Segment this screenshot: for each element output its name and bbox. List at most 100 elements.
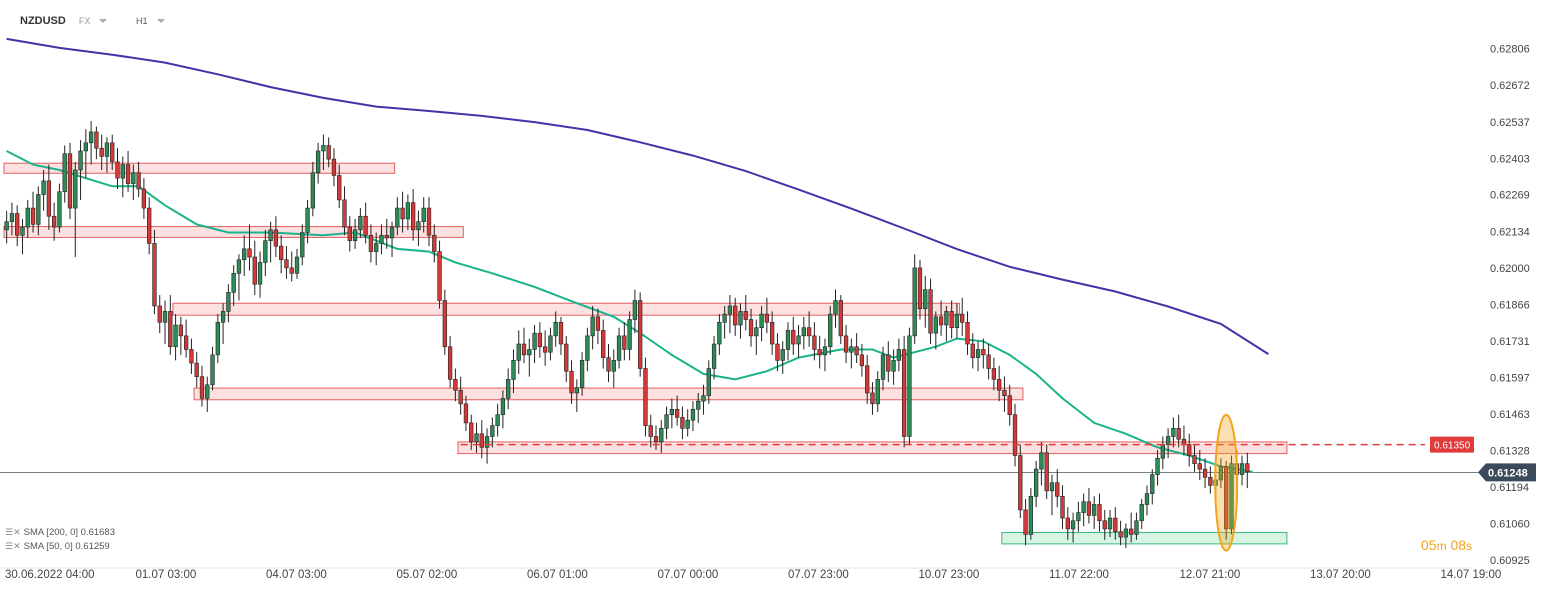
candle (638, 292, 643, 377)
candle (933, 311, 938, 350)
candle-body (411, 202, 416, 231)
candle-body (1197, 463, 1202, 470)
candle (511, 349, 516, 393)
candle-body (189, 349, 194, 364)
candle-body (405, 202, 411, 220)
candle (828, 305, 833, 355)
candle (727, 295, 733, 334)
candle (516, 330, 521, 374)
candle-body (231, 273, 236, 293)
candle-body (141, 188, 147, 209)
candle-body (690, 408, 696, 421)
candle-body (975, 349, 981, 358)
candle-body (585, 335, 590, 361)
y-tick-label: 0.62537 (1490, 117, 1530, 129)
candle (521, 327, 527, 364)
candle (173, 314, 178, 361)
candle-body (1081, 501, 1086, 513)
candle (622, 322, 627, 361)
candle-body (717, 321, 722, 345)
candle (822, 338, 828, 372)
candle-body (680, 417, 685, 429)
candle (94, 126, 99, 160)
candle (474, 422, 479, 453)
x-tick-label: 13.07 20:00 (1310, 569, 1371, 581)
candle (1171, 417, 1176, 448)
candle (426, 197, 432, 247)
candle-body (1165, 436, 1171, 445)
candle (67, 142, 73, 219)
candle-body (674, 408, 680, 418)
candle (447, 335, 453, 388)
candle (965, 311, 970, 355)
candle (458, 376, 463, 415)
candle-body (210, 354, 215, 386)
candle-body (981, 349, 986, 356)
settings-close-icon[interactable]: ☰✕ (5, 541, 21, 551)
candle (1155, 450, 1160, 486)
candle (1150, 469, 1155, 505)
candle-body (215, 321, 220, 356)
candle-body (849, 346, 854, 353)
legend-sma50[interactable]: ☰✕ SMA [50, 0] 0.61259 (5, 541, 110, 552)
candle-body (722, 313, 727, 323)
candle-body (527, 349, 532, 356)
candle-body (1218, 466, 1224, 481)
candle-body (20, 226, 25, 236)
candle (62, 145, 67, 203)
candle-body (1033, 468, 1039, 497)
candle-body (1150, 474, 1155, 494)
candle-body (463, 403, 469, 424)
candle (178, 316, 184, 355)
candle-body (25, 207, 30, 228)
candle (632, 289, 638, 334)
candle-body (806, 327, 812, 337)
candle-body (991, 368, 997, 380)
candle-body (9, 213, 15, 222)
support-zone-0 (1001, 531, 1288, 545)
candle-body (368, 234, 374, 252)
candle (1076, 501, 1081, 532)
overlays (460, 413, 1425, 552)
y-tick-label: 0.62403 (1490, 153, 1530, 165)
x-tick-label: 06.07 01:00 (527, 569, 588, 581)
candle-body (326, 145, 331, 160)
candle (775, 333, 780, 372)
candle (220, 303, 226, 345)
candle (1192, 444, 1197, 472)
y-tick-label: 0.61866 (1490, 299, 1530, 311)
candle (664, 406, 669, 440)
legend-sma200[interactable]: ☰✕ SMA [200, 0] 0.61683 (5, 527, 115, 538)
candle-body (104, 142, 110, 157)
settings-close-icon[interactable]: ☰✕ (5, 527, 21, 537)
candle-body (1065, 517, 1070, 530)
candle (310, 161, 315, 217)
candle (843, 324, 849, 364)
candle-body (743, 311, 748, 320)
candle-body (553, 321, 558, 337)
candle-body (1118, 531, 1123, 538)
candle-body (289, 267, 294, 274)
candle-body (622, 335, 627, 350)
candles (4, 121, 1250, 548)
candle (859, 344, 865, 377)
y-tick-label: 0.61597 (1490, 372, 1530, 384)
candle-body (379, 234, 384, 244)
candle (83, 129, 88, 179)
candle (754, 319, 759, 355)
timeframe-selector[interactable]: H1 (136, 15, 165, 27)
candle-body (279, 245, 284, 261)
candle-body (173, 324, 178, 348)
candle-body (696, 400, 701, 410)
symbol-selector[interactable]: NZDUSD FX (20, 15, 108, 27)
candle (1070, 512, 1076, 543)
candle (110, 134, 115, 170)
candle-body (15, 213, 20, 236)
candle (1113, 507, 1118, 540)
candle-body (432, 234, 437, 252)
candle (342, 186, 347, 236)
candle-body (263, 240, 268, 263)
candle-body (817, 349, 822, 356)
candle (527, 338, 532, 377)
